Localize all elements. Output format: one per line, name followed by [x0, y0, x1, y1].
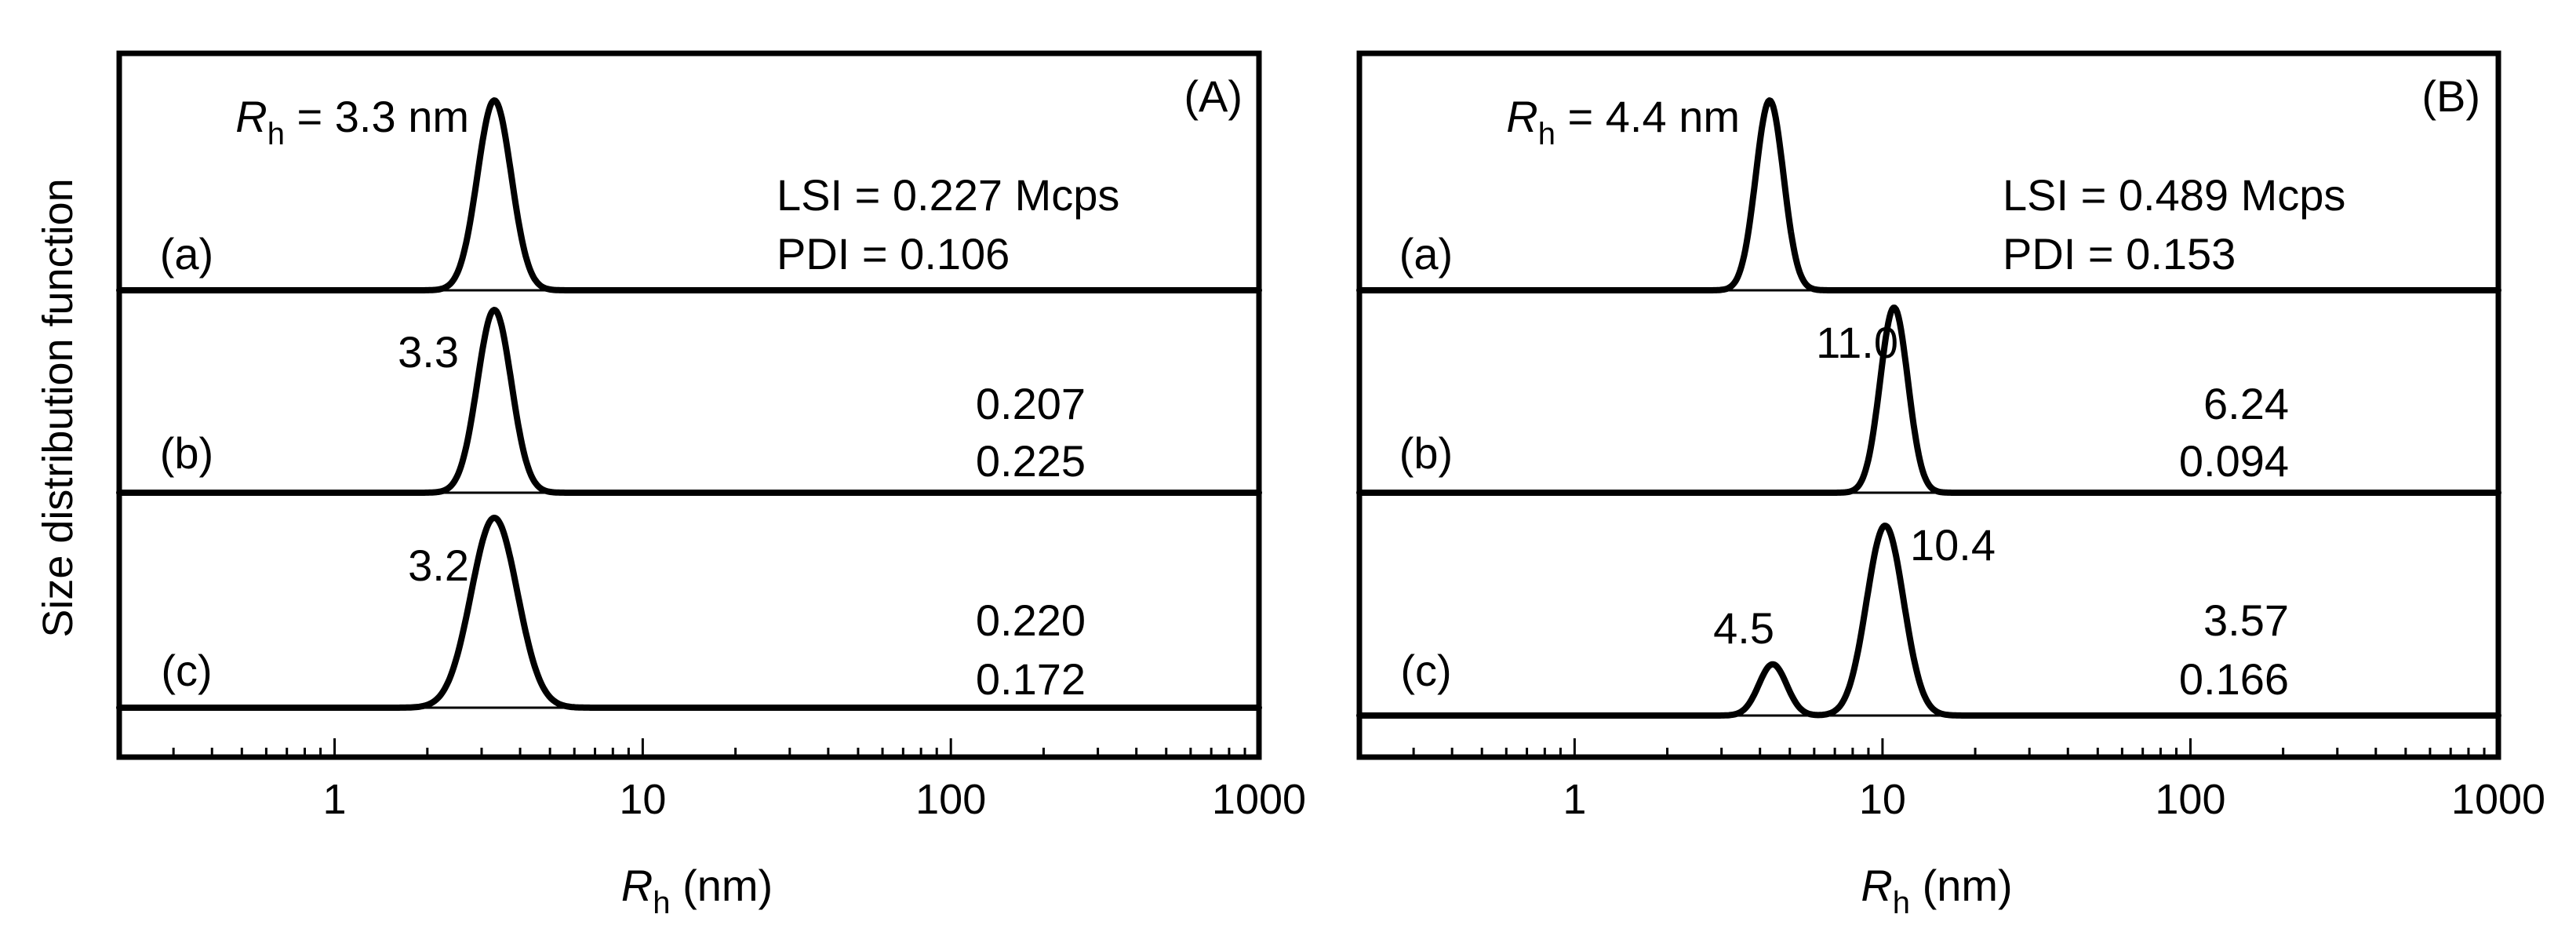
x-tick-label: 1000	[1212, 776, 1306, 823]
plot-frame	[1356, 50, 2501, 760]
pdi-value: 0.225	[976, 436, 1086, 486]
row-label: (b)	[1399, 428, 1453, 478]
distribution-curve	[116, 307, 1262, 496]
lsi-value: 0.220	[976, 595, 1086, 645]
row-label: (c)	[1400, 646, 1451, 695]
distribution-curve	[1356, 523, 2501, 719]
distribution-curve	[1356, 304, 2501, 496]
distribution-curve	[1356, 97, 2501, 293]
x-tick-label: 10	[1859, 776, 1906, 823]
lsi-value: 6.24	[2203, 379, 2289, 428]
row-c: 4.5 10.4 (c) 3.57 0.166	[1356, 520, 2501, 719]
row-a: Rh = 4.4 nm (a) LSI = 0.489 Mcps PDI = 0.15…	[1356, 92, 2501, 293]
panel-label: (A)	[1184, 71, 1243, 121]
pdi-value: PDI = 0.106	[777, 229, 1010, 279]
row-label: (a)	[160, 229, 213, 279]
x-tick-label: 1	[1563, 776, 1586, 823]
pdi-value: 0.172	[976, 654, 1086, 704]
distribution-curve	[116, 97, 1262, 293]
row-label: (c)	[161, 646, 212, 695]
row-c: 3.2 (c) 0.220 0.172	[116, 515, 1262, 711]
plot-frame	[116, 50, 1262, 760]
x-tick-label: 10	[619, 776, 666, 823]
lsi-value: LSI = 0.489 Mcps	[2003, 170, 2345, 220]
panel-label: (B)	[2421, 71, 2480, 121]
row-b: 11.0 (b) 6.24 0.094	[1356, 304, 2501, 496]
peak-label: 3.3	[398, 327, 459, 377]
peak-label: 4.5	[1713, 603, 1774, 653]
row-label: (a)	[1399, 229, 1453, 279]
peak-label: 3.2	[408, 541, 469, 590]
lsi-value: 0.207	[976, 379, 1086, 428]
x-tick-label: 100	[915, 776, 986, 823]
panel-a: (A) 1 10 100 1000 Rh (nm) Rh = 3.3 nm (a) LSI = …	[116, 50, 1306, 920]
peak-label: 10.4	[1910, 520, 1996, 570]
x-tick-label: 1	[323, 776, 347, 823]
peak-label: Rh = 4.4 nm	[1506, 92, 1740, 151]
row-b: 3.3 (b) 0.207 0.225	[116, 307, 1262, 496]
peak-label: 11.0	[1816, 318, 1898, 367]
x-axis-label: Rh (nm)	[1861, 861, 2012, 920]
pdi-value: PDI = 0.153	[2003, 229, 2236, 279]
y-axis-label: Size distribution function	[35, 178, 82, 637]
peak-label: Rh = 3.3 nm	[235, 92, 469, 151]
x-tick-label: 100	[2155, 776, 2225, 823]
pdi-value: 0.094	[2179, 436, 2289, 486]
row-label: (b)	[160, 428, 213, 478]
lsi-value: 3.57	[2203, 595, 2289, 645]
row-a: Rh = 3.3 nm (a) LSI = 0.227 Mcps PDI = 0.10…	[116, 92, 1262, 293]
x-axis-label: Rh (nm)	[621, 861, 773, 920]
x-tick-label: 1000	[2451, 776, 2545, 823]
pdi-value: 0.166	[2179, 654, 2289, 704]
distribution-curve	[116, 515, 1262, 711]
panel-b: (B) 1 10 100 1000 Rh (nm) Rh = 4.4 nm (a) LSI = …	[1356, 50, 2545, 920]
lsi-value: LSI = 0.227 Mcps	[777, 170, 1119, 220]
